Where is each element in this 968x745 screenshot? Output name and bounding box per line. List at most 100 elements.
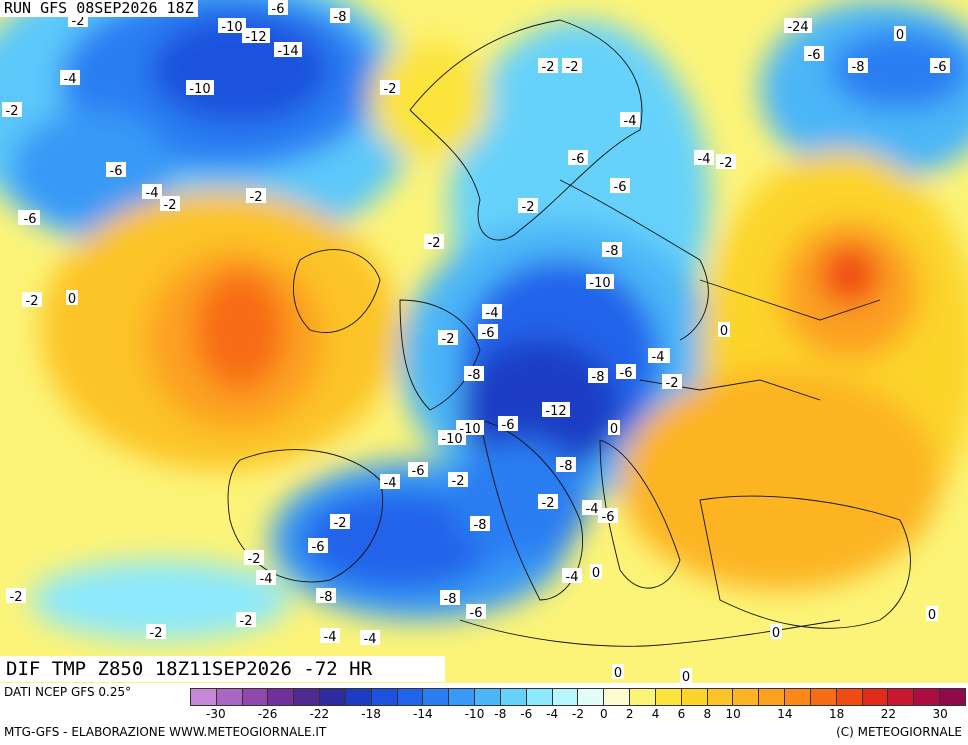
contour-label-bg xyxy=(316,588,336,603)
contour-label: -24 xyxy=(787,20,808,35)
contour-label: -2 xyxy=(666,376,679,391)
contour-label-bg xyxy=(20,210,40,225)
colorbar-tick-label: -10 xyxy=(464,707,485,721)
contour-label-bg xyxy=(556,457,576,472)
contour-label-bg xyxy=(408,462,428,477)
colorbar-swatch xyxy=(526,689,553,705)
contour-label: -2 xyxy=(334,516,347,531)
contour-label: -4 xyxy=(64,72,77,87)
contour-label: -8 xyxy=(474,518,487,533)
contour-label: -8 xyxy=(606,244,619,259)
colorbar-swatch xyxy=(423,689,450,705)
contour-label: -10 xyxy=(589,276,610,291)
contour-label: -8 xyxy=(444,592,457,607)
contour-label-bg xyxy=(244,550,264,565)
contour-label: -6 xyxy=(614,180,627,195)
contour-label: -6 xyxy=(572,152,585,167)
contour-label-bg xyxy=(616,364,636,379)
contour-label: -12 xyxy=(245,30,266,45)
colorbar-tick-label: 22 xyxy=(880,707,897,721)
contour-label-bg xyxy=(608,420,620,435)
contour-label-bg xyxy=(586,274,614,289)
contour-label: -2 xyxy=(428,236,441,251)
contour-label: 0 xyxy=(610,422,618,437)
contour-label-bg xyxy=(330,514,350,529)
contour-label: -8 xyxy=(852,60,865,75)
contour-label-bg xyxy=(498,416,518,431)
contour-label-bg xyxy=(598,508,618,523)
colorbar-swatch xyxy=(862,689,889,705)
contour-label-bg xyxy=(146,624,166,639)
colorbar-tick-label: 30 xyxy=(932,707,948,721)
contour-label: -2 xyxy=(720,156,733,171)
contour-label: -2 xyxy=(384,82,397,97)
contour-label-bg xyxy=(662,374,682,389)
colorbar-tick-label: 0 xyxy=(600,707,608,721)
contour-label: -2 xyxy=(10,590,23,605)
contour-label-bg xyxy=(464,366,484,381)
colorbar-swatch xyxy=(888,689,915,705)
colorbar-swatch xyxy=(268,689,295,705)
contour-label-bg xyxy=(926,606,938,621)
contour-label: -4 xyxy=(566,570,579,585)
contour-label: 0 xyxy=(592,566,600,581)
contour-label-bg xyxy=(186,80,214,95)
contour-label-bg xyxy=(568,150,588,165)
field-title: DIF TMP Z850 18Z11SEP2026 -72 HR xyxy=(0,656,445,682)
contour-label-bg xyxy=(106,162,126,177)
contour-label-bg xyxy=(448,472,468,487)
contour-labels: -6-8-10-12-14-2-4-10 -2-2-240-6-8 -6-2 -2-4… xyxy=(2,0,950,685)
contour-label-bg xyxy=(718,322,730,337)
contour-label: 0 xyxy=(896,28,904,43)
contour-label-bg xyxy=(268,0,288,15)
contour-label: -6 xyxy=(272,2,285,17)
contour-label: -4 xyxy=(384,476,397,491)
contour-label-bg xyxy=(582,500,602,515)
colorbar-swatch xyxy=(655,689,682,705)
contour-label: 0 xyxy=(614,666,622,681)
contour-label-bg xyxy=(160,196,180,211)
contour-label: 0 xyxy=(772,626,780,641)
colorbar-swatch xyxy=(630,689,656,705)
contour-label: -10 xyxy=(189,82,210,97)
contour-label: -8 xyxy=(320,590,333,605)
contour-label-bg xyxy=(894,26,906,41)
contour-label-bg xyxy=(470,516,490,531)
colorbar-tick-label: -26 xyxy=(257,707,278,721)
contour-label-bg xyxy=(60,70,80,85)
contour-label: -6 xyxy=(502,418,515,433)
contour-label-bg xyxy=(246,188,266,203)
contour-label: -6 xyxy=(620,366,633,381)
colorbar-tick-label: 6 xyxy=(677,707,686,721)
colorbar-swatch xyxy=(294,689,321,705)
colorbar-tick-label: 4 xyxy=(651,707,660,721)
contour-label: -2 xyxy=(6,104,19,119)
colorbar-swatch xyxy=(500,689,527,705)
contour-label: -2 xyxy=(566,60,579,75)
contour-label: -2 xyxy=(542,60,555,75)
contour-label-bg xyxy=(770,624,782,639)
contour-label-bg xyxy=(2,102,22,117)
contour-label-bg xyxy=(360,630,380,645)
data-source-text: DATI NCEP GFS 0.25° xyxy=(4,685,132,699)
colorbar-swatch xyxy=(191,689,217,705)
contour-label-bg xyxy=(424,234,444,249)
contour-label-bg xyxy=(562,58,582,73)
contour-label: -2 xyxy=(248,552,261,567)
contour-label-bg xyxy=(236,612,256,627)
contour-label-bg xyxy=(848,58,868,73)
contour-label: -6 xyxy=(312,540,325,555)
contour-label: -2 xyxy=(26,294,39,309)
contour-label: -8 xyxy=(592,370,605,385)
contour-label: -4 xyxy=(146,186,159,201)
contour-label: -6 xyxy=(412,464,425,479)
contour-label: 0 xyxy=(68,292,76,307)
colorbar-swatch xyxy=(449,689,476,705)
colorbar-tick-label: -30 xyxy=(206,707,226,721)
contour-label-bg xyxy=(542,402,570,417)
contour-label: 0 xyxy=(682,670,690,685)
contour-label-bg xyxy=(562,568,582,583)
colorbar-swatch xyxy=(475,689,501,705)
contour-label-bg xyxy=(482,304,502,319)
contour-label: -4 xyxy=(624,114,637,129)
